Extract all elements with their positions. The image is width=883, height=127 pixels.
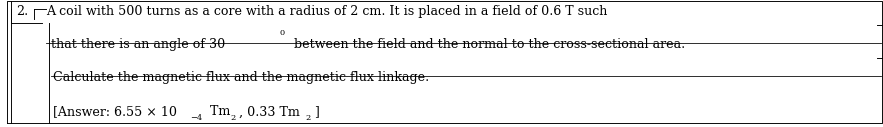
- Text: −4: −4: [190, 114, 202, 122]
- Text: , 0.33 Tm: , 0.33 Tm: [239, 105, 300, 118]
- Text: 2: 2: [230, 114, 236, 122]
- Text: ]: ]: [314, 105, 320, 118]
- Text: between the field and the normal to the cross-sectional area.: between the field and the normal to the …: [290, 38, 684, 51]
- Text: Calculate the magnetic flux and the magnetic flux linkage.: Calculate the magnetic flux and the magn…: [53, 71, 429, 84]
- Text: 0: 0: [279, 29, 284, 37]
- Text: that there is an angle of 30: that there is an angle of 30: [51, 38, 225, 51]
- Text: Tm: Tm: [206, 105, 230, 118]
- Text: 2: 2: [306, 114, 311, 122]
- Text: A coil with 500 turns as a core with a radius of 2 cm. It is placed in a field o: A coil with 500 turns as a core with a r…: [46, 5, 608, 18]
- Text: [Answer: 6.55 × 10: [Answer: 6.55 × 10: [53, 105, 177, 118]
- Text: 2.: 2.: [16, 5, 28, 18]
